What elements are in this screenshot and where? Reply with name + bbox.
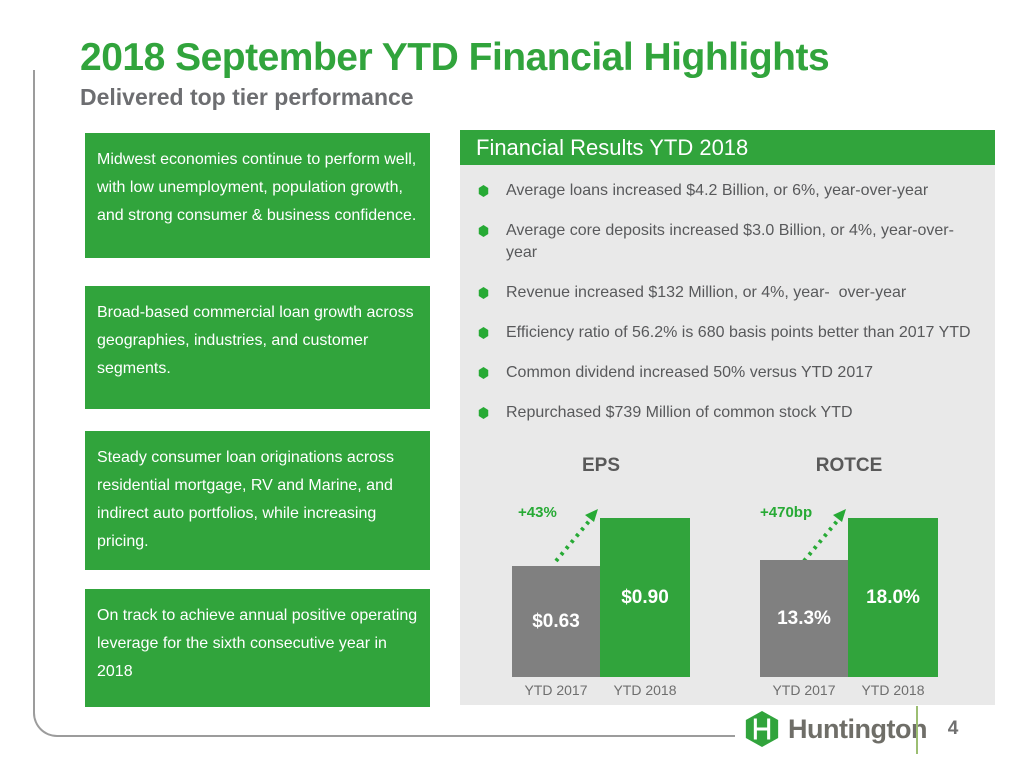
category-label: YTD 2018 <box>861 682 925 698</box>
bullet-text: Revenue increased $132 Million, or 4%, y… <box>506 284 907 301</box>
bullet-text: Repurchased $739 Million of common stock… <box>506 404 853 421</box>
highlight-box-commercial: Broad-based commercial loan growth acros… <box>85 286 430 409</box>
bar-value-label: 13.3% <box>777 607 831 629</box>
financial-results-panel: Financial Results YTD 2018 Average loans… <box>460 130 995 705</box>
hexagon-bullet-icon <box>478 327 489 339</box>
hexagon-bullet-icon <box>478 407 489 419</box>
footer-divider <box>916 706 918 754</box>
slide-border <box>33 70 735 737</box>
eps-category-labels: YTD 2017 YTD 2018 <box>512 682 690 698</box>
panel-header: Financial Results YTD 2018 <box>460 130 995 165</box>
bullet-text: Average loans increased $4.2 Billion, or… <box>506 182 929 199</box>
rotce-category-labels: YTD 2017 YTD 2018 <box>760 682 938 698</box>
bullet-item: Repurchased $739 Million of common stock… <box>478 402 978 424</box>
highlight-box-midwest: Midwest economies continue to perform we… <box>85 133 430 258</box>
page-title: 2018 September YTD Financial Highlights <box>80 36 830 79</box>
rotce-chart: 13.3% 18.0% <box>760 518 938 677</box>
huntington-wordmark: Huntington <box>788 713 927 744</box>
slide-header: 2018 September YTD Financial Highlights … <box>80 36 980 111</box>
rotce-bar-ytd2018: 18.0% <box>848 518 938 677</box>
hexagon-bullet-icon <box>478 185 489 197</box>
huntington-hexagon-icon <box>745 710 779 748</box>
page-number: 4 <box>947 718 959 739</box>
bullet-text: Average core deposits increased $3.0 Bil… <box>506 222 954 261</box>
bullet-list: Average loans increased $4.2 Billion, or… <box>478 180 978 442</box>
bar-value-label: $0.90 <box>621 586 669 608</box>
rotce-growth-annotation: +470bp <box>760 504 813 521</box>
hexagon-bullet-icon <box>478 225 489 237</box>
bullet-item: Common dividend increased 50% versus YTD… <box>478 362 978 384</box>
bullet-item: Average loans increased $4.2 Billion, or… <box>478 180 978 202</box>
huntington-logo: Huntington <box>743 710 927 748</box>
eps-chart-title: EPS <box>581 455 621 476</box>
highlight-box-consumer: Steady consumer loan originations across… <box>85 431 430 570</box>
eps-growth-annotation: +43% <box>518 504 557 521</box>
hexagon-bullet-icon <box>478 287 489 299</box>
bullet-item: Efficiency ratio of 56.2% is 680 basis p… <box>478 322 978 344</box>
category-label: YTD 2018 <box>613 682 677 698</box>
hexagon-bullet-icon <box>478 367 489 379</box>
bar-value-label: $0.63 <box>532 610 580 632</box>
page-subtitle: Delivered top tier performance <box>80 84 414 110</box>
rotce-chart-title: ROTCE <box>815 455 883 476</box>
category-label: YTD 2017 <box>524 682 588 698</box>
bullet-item: Average core deposits increased $3.0 Bil… <box>478 220 978 264</box>
bullet-text: Common dividend increased 50% versus YTD… <box>506 364 874 381</box>
growth-arrow-icon <box>802 509 846 563</box>
eps-bar-ytd2017: $0.63 <box>512 566 600 677</box>
bullet-item: Revenue increased $132 Million, or 4%, y… <box>478 282 978 304</box>
eps-chart: $0.63 $0.90 <box>512 518 690 677</box>
highlight-box-leverage: On track to achieve annual positive oper… <box>85 589 430 707</box>
bar-value-label: 18.0% <box>866 586 920 608</box>
bullet-text: Efficiency ratio of 56.2% is 680 basis p… <box>506 324 971 341</box>
growth-arrow-icon <box>554 509 598 563</box>
eps-bar-ytd2018: $0.90 <box>600 518 690 677</box>
rotce-bar-ytd2017: 13.3% <box>760 560 848 677</box>
category-label: YTD 2017 <box>772 682 836 698</box>
